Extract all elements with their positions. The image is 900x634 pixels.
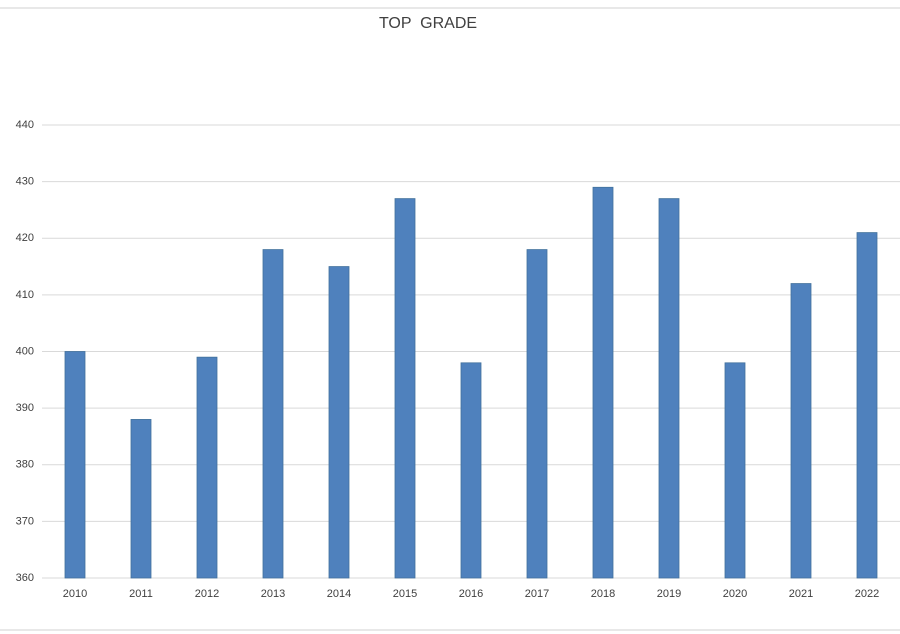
- bar: [526, 249, 548, 579]
- bar: [856, 232, 878, 579]
- bar: [790, 283, 812, 579]
- x-tick-label: 2017: [525, 588, 549, 600]
- x-tick-label: 2022: [855, 588, 879, 600]
- x-tick-label: 2021: [789, 588, 813, 600]
- y-tick-label: 420: [16, 232, 34, 244]
- y-tick-label: 370: [16, 515, 34, 527]
- y-tick-label: 410: [16, 289, 34, 301]
- bar: [328, 266, 350, 579]
- x-tick-label: 2014: [327, 588, 351, 600]
- bar: [64, 351, 86, 579]
- x-tick-label: 2019: [657, 588, 681, 600]
- y-tick-label: 440: [16, 119, 34, 131]
- bar: [658, 198, 680, 579]
- y-tick-label: 380: [16, 459, 34, 471]
- bar: [460, 362, 482, 579]
- bar: [724, 362, 746, 579]
- bar: [592, 186, 614, 579]
- y-tick-label: 360: [16, 572, 34, 584]
- x-tick-label: 2012: [195, 588, 219, 600]
- bar: [130, 419, 152, 579]
- y-tick-label: 430: [16, 176, 34, 188]
- x-tick-label: 2011: [129, 588, 153, 600]
- bar: [394, 198, 416, 579]
- x-tick-label: 2015: [393, 588, 417, 600]
- x-tick-label: 2018: [591, 588, 615, 600]
- y-tick-label: 390: [16, 402, 34, 414]
- x-tick-label: 2013: [261, 588, 285, 600]
- x-tick-label: 2020: [723, 588, 747, 600]
- bar: [262, 249, 284, 579]
- x-tick-label: 2016: [459, 588, 483, 600]
- bar: [196, 356, 218, 579]
- chart-title: TOP GRADE: [379, 15, 477, 32]
- x-tick-label: 2010: [63, 588, 87, 600]
- y-tick-label: 400: [16, 345, 34, 357]
